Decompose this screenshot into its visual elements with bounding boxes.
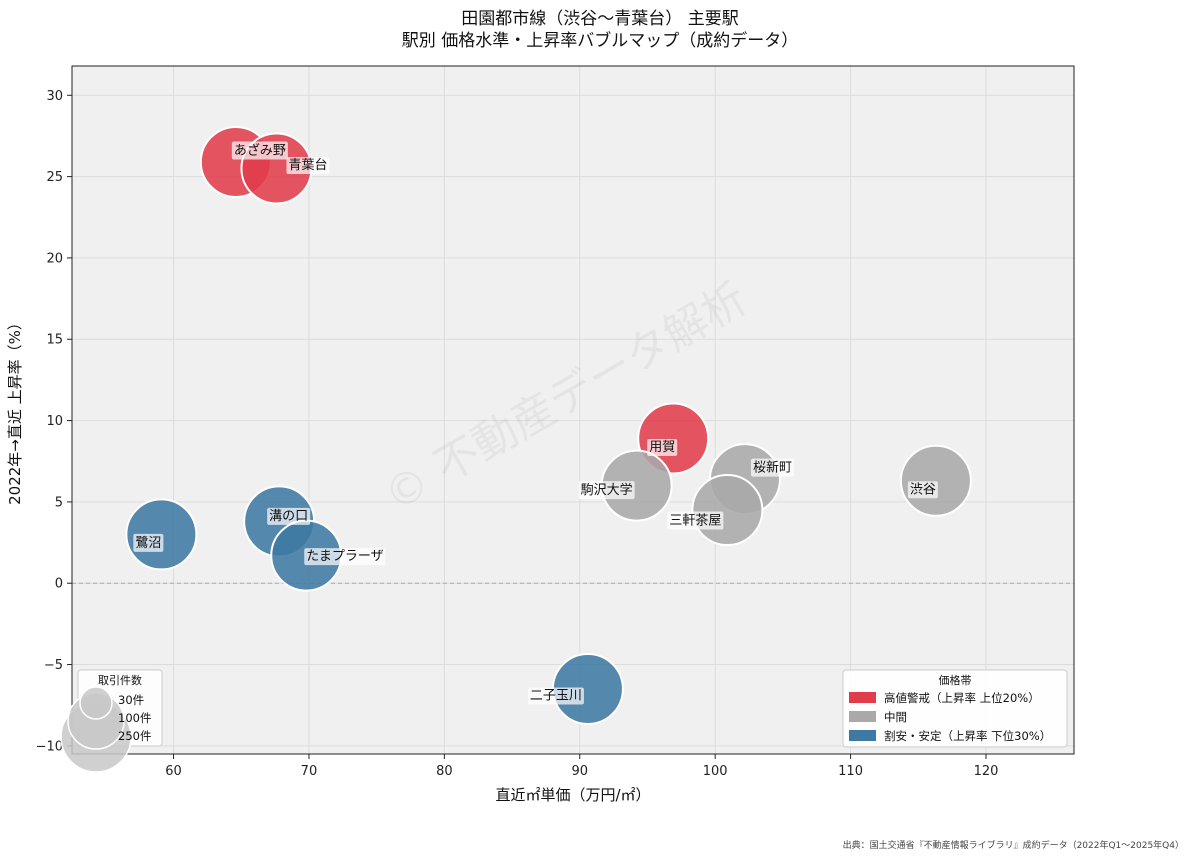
chart-title-line2: 駅別 価格水準・上昇率バブルマップ（成約データ） [402,30,798,51]
legend-swatch-low [849,730,876,741]
bubble-label-text: 駒沢大学 [581,482,633,498]
bubble-label-text: 二子玉川 [530,688,582,703]
y-axis-label: 2022年→直近 上昇率（%） [6,315,24,505]
bubble-label: 用賀 [647,438,678,456]
legend-label-mid: 中間 [884,710,907,724]
bubble-label: 渋谷 [907,481,938,499]
size-legend-label-250: 250件 [118,729,151,743]
legend-swatch-mid [849,711,876,722]
legend-label-low: 割安・安定（上昇率 下位30%） [884,729,1051,743]
bubble-label-bg [907,481,938,499]
y-tick-label: 15 [46,333,63,348]
color-legend-title: 価格帯 [939,673,972,687]
bubble-label: 三軒茶屋 [667,511,724,530]
chart-title-line1: 田園都市線（渋谷〜青葉台） 主要駅 [461,9,738,29]
x-tick-label: 100 [703,764,728,779]
bubble-label: 駒沢大学 [578,481,635,500]
bubble-label: 二子玉川 [527,687,584,705]
bubble-label-text: 用賀 [649,440,675,455]
bubble-label-text: たまプラーザ [306,549,383,564]
size-legend-label-30: 30件 [118,693,144,707]
bubble-label: たまプラーザ [304,548,386,566]
x-axis-label: 直近㎡単価（万円/㎡） [495,786,650,804]
bubble-label: 桜新町 [750,458,794,477]
y-tick-label: 0 [55,577,63,592]
color-legend-box [842,669,1068,748]
bubble-label-text: 溝の口 [269,509,308,524]
source-note: 出典：国土交通省『不動産情報ライブラリ』成約データ（2022年Q1〜2025年Q… [843,839,1184,851]
bubble-point [899,444,972,517]
bubble-label-bg [133,533,164,552]
y-tick-label: 20 [46,251,63,266]
bubble-label-bg [647,438,678,456]
y-tick-label: 30 [46,89,63,104]
bubble-label-bg [286,156,330,174]
bubble-label-text: 青葉台 [288,158,327,173]
bubble-label-bg [750,458,794,477]
bubble-label: 溝の口 [267,507,311,525]
bubble-label-text: 三軒茶屋 [669,513,721,529]
x-tick-label: 80 [436,764,453,779]
y-tick-label: 10 [46,414,63,429]
plot-border [71,65,1075,755]
bubble-label-text: 鷺沼 [135,535,161,551]
x-tick-label: 60 [165,764,182,779]
size-legend-title: 取引件数 [98,673,142,687]
bubble-label-bg [231,141,288,160]
bubble-label-bg [267,507,311,525]
x-tick-label: 70 [301,764,318,779]
size-legend-label-100: 100件 [118,711,151,725]
bubble-point [691,474,764,547]
bubble-label-bg [667,511,724,530]
bubble-label: 青葉台 [286,156,330,174]
x-tick-label: 110 [838,764,863,779]
bubble-label: あざみ野 [231,141,288,160]
bubble-label-text: 渋谷 [910,482,936,497]
y-tick-label: 5 [55,495,63,510]
x-tick-label: 120 [974,764,999,779]
bubble-label-text: あざみ野 [234,142,286,158]
size-legend-bubble-small [79,686,113,720]
y-tick-label: −10 [36,739,63,754]
axis-ticks: 60 70 80 90 100 110 120 −10 −5 0 5 10 15 20 25 30 [36,89,999,779]
y-tick-label: 25 [46,170,63,185]
bubble-label: 鷺沼 [133,533,164,552]
color-legend: 価格帯 高値警戒（上昇率 上位20%） 中間 割安・安定（上昇率 下位30%） [842,669,1068,748]
bubble-label-bg [578,481,635,500]
bubble-label-text: 桜新町 [753,460,792,476]
bubble-label-bg [304,548,386,566]
size-legend: 取引件数 30件 100件 250件 [60,669,163,773]
x-tick-label: 90 [571,764,588,779]
y-tick-label: −5 [44,658,63,673]
bubble-label-bg [527,687,584,705]
legend-swatch-high [849,692,876,703]
legend-label-high: 高値警戒（上昇率 上位20%） [884,691,1040,705]
